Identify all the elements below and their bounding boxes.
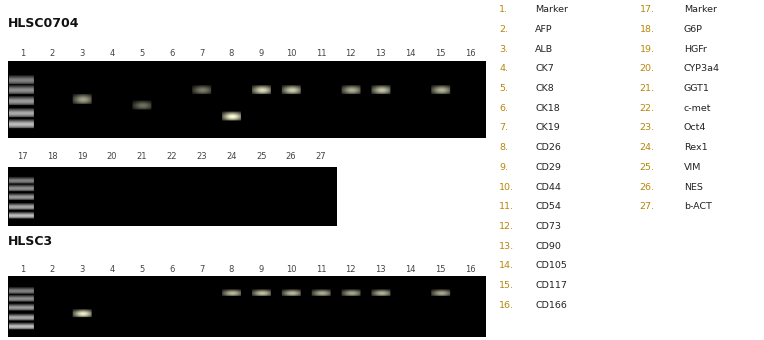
Text: HGFr: HGFr bbox=[684, 45, 707, 53]
Text: CD105: CD105 bbox=[535, 261, 567, 270]
Text: 26.: 26. bbox=[639, 183, 655, 191]
Text: 27: 27 bbox=[316, 152, 326, 161]
Text: 27.: 27. bbox=[639, 202, 655, 211]
Text: 6: 6 bbox=[169, 50, 174, 58]
Text: 16: 16 bbox=[465, 265, 475, 273]
Text: ALB: ALB bbox=[535, 45, 553, 53]
Text: CD73: CD73 bbox=[535, 222, 561, 231]
Text: 3: 3 bbox=[79, 50, 85, 58]
Text: CK18: CK18 bbox=[535, 104, 560, 113]
Text: CK7: CK7 bbox=[535, 64, 554, 73]
Text: 14: 14 bbox=[405, 265, 416, 273]
Text: 5.: 5. bbox=[500, 84, 508, 93]
Text: 21: 21 bbox=[137, 152, 147, 161]
Text: 16.: 16. bbox=[500, 301, 514, 310]
Text: 24.: 24. bbox=[639, 143, 655, 152]
Text: G6P: G6P bbox=[684, 25, 703, 34]
Text: 14.: 14. bbox=[500, 261, 514, 270]
Text: Oct4: Oct4 bbox=[684, 123, 706, 132]
Text: 10: 10 bbox=[286, 265, 296, 273]
Text: 9.: 9. bbox=[500, 163, 508, 172]
Text: 22: 22 bbox=[167, 152, 177, 161]
Text: 1: 1 bbox=[20, 50, 25, 58]
Text: CK19: CK19 bbox=[535, 123, 560, 132]
Text: 7: 7 bbox=[199, 50, 204, 58]
Text: 15: 15 bbox=[435, 50, 445, 58]
Text: 8: 8 bbox=[228, 50, 234, 58]
Text: 15.: 15. bbox=[500, 281, 514, 290]
Text: 5: 5 bbox=[139, 265, 144, 273]
Text: 8.: 8. bbox=[500, 143, 508, 152]
Text: 12: 12 bbox=[345, 50, 356, 58]
Text: 12.: 12. bbox=[500, 222, 514, 231]
Text: 10.: 10. bbox=[500, 183, 514, 191]
Text: 17.: 17. bbox=[639, 5, 655, 14]
Text: 2.: 2. bbox=[500, 25, 508, 34]
Text: 13: 13 bbox=[375, 50, 386, 58]
Text: CD90: CD90 bbox=[535, 242, 561, 251]
Text: c-met: c-met bbox=[684, 104, 711, 113]
Text: 21.: 21. bbox=[639, 84, 655, 93]
Text: CD54: CD54 bbox=[535, 202, 561, 211]
Text: 15: 15 bbox=[435, 265, 445, 273]
Text: 1.: 1. bbox=[500, 5, 508, 14]
Text: 6: 6 bbox=[169, 265, 174, 273]
Text: 20.: 20. bbox=[639, 64, 655, 73]
Text: 1: 1 bbox=[20, 265, 25, 273]
Text: 24: 24 bbox=[226, 152, 237, 161]
Text: b-ACT: b-ACT bbox=[684, 202, 711, 211]
Text: 4.: 4. bbox=[500, 64, 508, 73]
Text: 2: 2 bbox=[50, 265, 55, 273]
Text: 11: 11 bbox=[316, 50, 326, 58]
Text: HLSC3: HLSC3 bbox=[8, 235, 53, 248]
Text: 14: 14 bbox=[405, 50, 416, 58]
Text: 5: 5 bbox=[139, 50, 144, 58]
Text: CD117: CD117 bbox=[535, 281, 567, 290]
Text: 7: 7 bbox=[199, 265, 204, 273]
Text: 19: 19 bbox=[77, 152, 88, 161]
Text: 2: 2 bbox=[50, 50, 55, 58]
Text: 23.: 23. bbox=[639, 123, 655, 132]
Text: 20: 20 bbox=[107, 152, 118, 161]
Text: 13: 13 bbox=[375, 265, 386, 273]
Text: 26: 26 bbox=[286, 152, 296, 161]
Text: 11.: 11. bbox=[500, 202, 514, 211]
Text: CD29: CD29 bbox=[535, 163, 561, 172]
Text: 25.: 25. bbox=[639, 163, 655, 172]
Text: 13.: 13. bbox=[500, 242, 514, 251]
Text: Marker: Marker bbox=[535, 5, 568, 14]
Text: 6.: 6. bbox=[500, 104, 508, 113]
Text: 25: 25 bbox=[256, 152, 267, 161]
Text: 18: 18 bbox=[47, 152, 58, 161]
Text: Rex1: Rex1 bbox=[684, 143, 707, 152]
Text: GGT1: GGT1 bbox=[684, 84, 710, 93]
Text: CD166: CD166 bbox=[535, 301, 567, 310]
Text: 11: 11 bbox=[316, 265, 326, 273]
Text: 7.: 7. bbox=[500, 123, 508, 132]
Text: HLSC0704: HLSC0704 bbox=[8, 17, 79, 30]
Text: 12: 12 bbox=[345, 265, 356, 273]
Text: 9: 9 bbox=[259, 265, 264, 273]
Text: 4: 4 bbox=[109, 265, 115, 273]
Text: 23: 23 bbox=[196, 152, 207, 161]
Text: CK8: CK8 bbox=[535, 84, 554, 93]
Text: AFP: AFP bbox=[535, 25, 552, 34]
Text: 18.: 18. bbox=[639, 25, 655, 34]
Text: 4: 4 bbox=[109, 50, 115, 58]
Text: CD44: CD44 bbox=[535, 183, 561, 191]
Text: CD26: CD26 bbox=[535, 143, 561, 152]
Text: 16: 16 bbox=[465, 50, 475, 58]
Text: CYP3a4: CYP3a4 bbox=[684, 64, 720, 73]
Text: NES: NES bbox=[684, 183, 703, 191]
Text: 9: 9 bbox=[259, 50, 264, 58]
Text: 10: 10 bbox=[286, 50, 296, 58]
Text: 19.: 19. bbox=[639, 45, 655, 53]
Text: 22.: 22. bbox=[639, 104, 655, 113]
Text: Marker: Marker bbox=[684, 5, 717, 14]
Text: 17: 17 bbox=[18, 152, 28, 161]
Text: 3.: 3. bbox=[500, 45, 509, 53]
Text: 8: 8 bbox=[228, 265, 234, 273]
Text: 3: 3 bbox=[79, 265, 85, 273]
Text: VIM: VIM bbox=[684, 163, 701, 172]
